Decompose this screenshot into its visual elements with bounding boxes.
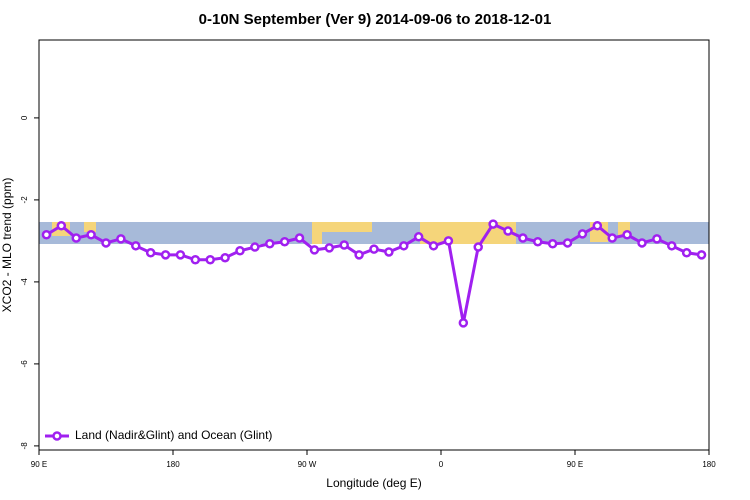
legend-label: Land (Nadir&Glint) and Ocean (Glint) (75, 428, 272, 442)
x-tick-label: 90 W (298, 460, 317, 469)
point (473, 242, 483, 252)
point (652, 234, 662, 244)
point (160, 250, 171, 260)
point (101, 238, 111, 248)
point (339, 240, 349, 250)
point (443, 236, 454, 246)
point (562, 238, 573, 248)
plot-frame (38, 39, 710, 451)
y-axis-label: XCO2 - MLO trend (ppm) (0, 178, 14, 313)
point (488, 219, 498, 229)
y-tick-label: 0 (20, 115, 29, 120)
point (220, 252, 230, 263)
point (190, 255, 201, 265)
point (547, 239, 558, 249)
point (518, 233, 528, 243)
land (312, 222, 322, 244)
point (235, 245, 245, 256)
land (420, 222, 516, 244)
x-tick-label: 90 E (567, 460, 583, 469)
x-tick-label: 180 (702, 460, 716, 469)
point (86, 230, 96, 240)
y-tick-label: -8 (20, 442, 29, 450)
point (458, 318, 469, 328)
point (56, 220, 67, 231)
land (322, 222, 372, 232)
point (265, 239, 275, 249)
point (428, 241, 439, 251)
point (622, 230, 632, 240)
point (205, 255, 215, 265)
point (384, 247, 394, 257)
point (116, 234, 126, 244)
point (71, 233, 81, 243)
legend-marker (52, 431, 62, 441)
land (84, 222, 96, 232)
point (175, 250, 186, 260)
point (607, 233, 617, 243)
point (131, 241, 141, 251)
x-axis-label: Longitude (deg E) (326, 476, 421, 490)
y-tick-label: -4 (20, 278, 29, 286)
point (250, 242, 260, 252)
point (533, 236, 543, 247)
point (279, 236, 290, 247)
point (369, 244, 379, 254)
point (681, 248, 692, 258)
point (145, 248, 156, 258)
point (399, 241, 409, 251)
point (503, 226, 513, 236)
point (592, 220, 603, 231)
x-tick-label: 180 (166, 460, 180, 469)
point (324, 243, 335, 253)
point (354, 250, 364, 260)
x-tick-label: 0 (439, 460, 444, 469)
x-tick-label: 90 E (31, 460, 47, 469)
point (41, 230, 52, 240)
chart-title: 0-10N September (Ver 9) 2014-09-06 to 20… (199, 11, 552, 28)
point (637, 238, 647, 248)
point (696, 250, 707, 260)
point (294, 233, 305, 243)
y-tick-label: -6 (20, 360, 29, 368)
point (667, 241, 677, 251)
point (577, 229, 588, 239)
point (413, 232, 424, 242)
ocean-band (39, 222, 709, 244)
point (309, 245, 320, 255)
y-tick-label: -2 (20, 196, 29, 204)
